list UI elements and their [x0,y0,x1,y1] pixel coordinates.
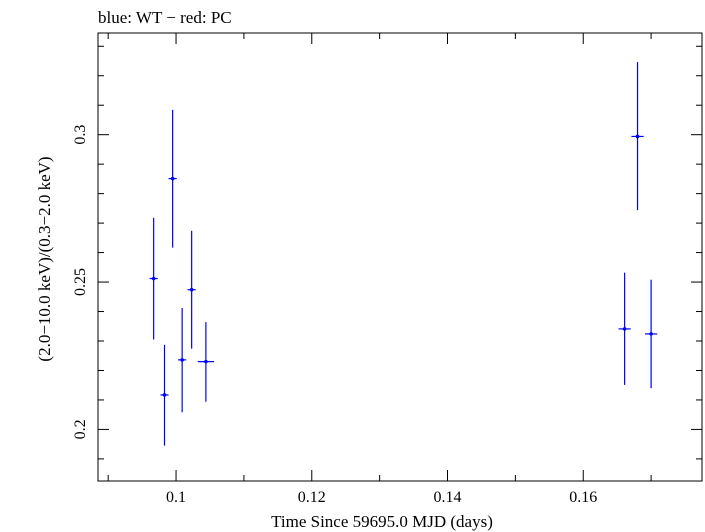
x-axis-label: Time Since 59695.0 MJD (days) [271,512,493,531]
data-point [631,62,644,211]
y-axis-label: (2.0−10.0 keV)/(0.3−2.0 keV) [35,156,54,361]
data-point [197,322,215,402]
plot-frame [97,32,703,482]
point-marker [622,327,627,331]
data-points [149,62,658,446]
x-tick-label: 0.12 [298,489,326,506]
point-marker [162,393,167,397]
point-marker [204,359,208,364]
data-point [178,307,187,413]
x-tick-label: 0.16 [569,489,597,506]
y-axis-ticks: 0.2 0.25 0.3 [72,45,702,460]
data-point [187,230,196,349]
point-marker [189,287,194,292]
data-point [168,109,177,248]
x-tick-label: 0.1 [166,489,186,506]
x-axis-ticks: 0.1 0.12 0.14 0.16 [107,33,652,506]
point-marker [170,176,175,181]
y-tick-label: 0.3 [72,125,89,145]
point-marker [635,134,640,139]
y-tick-label: 0.25 [72,268,89,296]
y-tick-label: 0.2 [72,419,89,439]
data-point [644,279,658,389]
x-tick-label: 0.14 [434,489,462,506]
chart-title: blue: WT − red: PC [98,8,232,27]
data-point [160,344,169,446]
point-marker [151,276,156,281]
point-marker [180,358,184,362]
data-point [618,272,631,385]
point-marker [649,332,653,336]
data-point [149,217,158,340]
